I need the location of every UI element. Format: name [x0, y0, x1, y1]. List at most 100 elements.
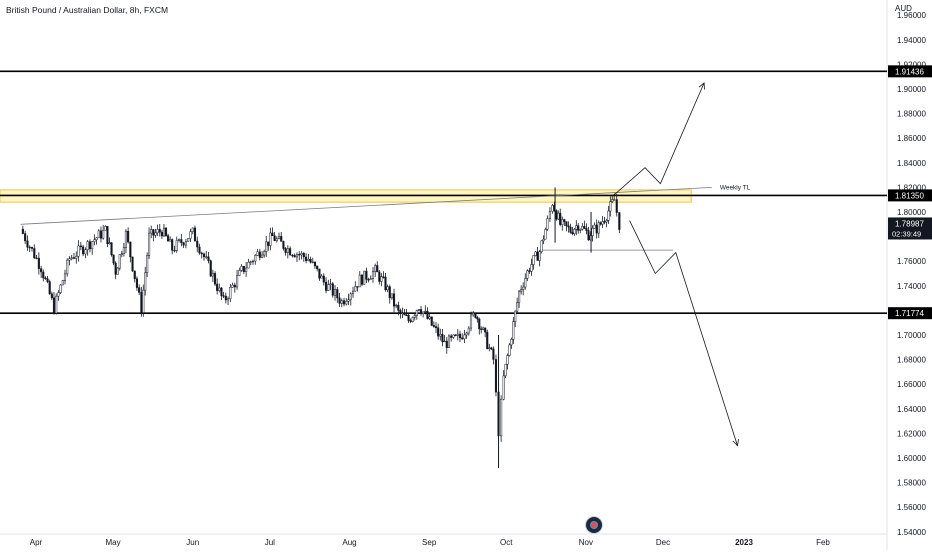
candle-body: [548, 211, 551, 219]
candle-body: [213, 273, 217, 285]
y-tick-label: 1.64000: [897, 405, 926, 414]
level-price-tag: [888, 189, 932, 202]
candle-body: [99, 230, 103, 239]
candle-body: [263, 251, 266, 256]
candle-body: [55, 295, 58, 314]
candle-body: [40, 268, 43, 273]
y-tick-label: 1.70000: [897, 331, 926, 340]
candle-body: [180, 239, 183, 244]
candle-body: [138, 287, 141, 293]
candle-body: [280, 236, 283, 242]
candle-body: [46, 278, 49, 282]
candle-body: [555, 210, 558, 220]
candle-body: [120, 253, 123, 256]
candle-body: [198, 246, 201, 254]
candle-body: [146, 255, 149, 274]
candle-body: [316, 265, 319, 270]
candle-body: [216, 283, 219, 291]
candle-body: [209, 260, 212, 277]
candle-body: [329, 283, 332, 285]
candle-body: [167, 235, 170, 242]
candle-body: [490, 347, 493, 350]
candle-body: [354, 286, 357, 292]
candle-body: [265, 241, 268, 252]
candle-body: [44, 277, 47, 280]
candle-body: [528, 270, 531, 272]
candle-body: [79, 245, 82, 248]
candle-body: [615, 199, 618, 213]
candle-body: [579, 229, 582, 231]
candle-body: [211, 273, 214, 277]
trendline-label: Weekly TL: [720, 184, 751, 191]
candle-body: [461, 337, 464, 340]
candle-body: [504, 363, 507, 377]
candle-body: [338, 297, 341, 304]
candle-body: [302, 253, 305, 258]
candle-body: [282, 241, 285, 249]
candle-body: [224, 295, 227, 301]
candle-body: [88, 241, 92, 250]
candle-body: [607, 210, 610, 221]
candle-body: [52, 297, 56, 314]
candle-body: [611, 199, 614, 202]
candle-body: [238, 270, 241, 276]
candle-body: [454, 334, 457, 336]
candle-body: [376, 265, 379, 273]
candle-body: [363, 270, 366, 285]
candle-body: [63, 273, 67, 281]
candle-body: [340, 300, 343, 304]
candle-body: [430, 316, 433, 326]
candle-body: [573, 228, 576, 235]
candle-body: [356, 286, 359, 288]
candle-body: [122, 247, 125, 254]
candle-body: [289, 248, 292, 256]
candle-body: [298, 254, 301, 256]
candle-body: [245, 267, 248, 272]
candle-body: [484, 327, 487, 333]
candle-body: [177, 239, 181, 241]
candle-body: [110, 242, 113, 256]
candle-body: [561, 219, 564, 225]
candle-body: [160, 231, 163, 237]
y-tick-label: 1.58000: [897, 479, 926, 488]
candle-body: [538, 251, 541, 261]
candle-body: [365, 270, 368, 280]
candle-body: [478, 318, 481, 330]
candle-body: [575, 225, 578, 230]
candle-body: [530, 264, 533, 272]
candle-body: [135, 278, 139, 288]
candle-body: [300, 253, 303, 256]
candle-body: [597, 222, 600, 234]
x-tick-label: Aug: [342, 538, 356, 547]
candle-body: [458, 333, 462, 339]
candle-body: [116, 267, 119, 275]
candle-body: [407, 314, 410, 321]
candle-body: [30, 247, 34, 249]
candle-body: [424, 310, 427, 313]
candle-body: [202, 253, 206, 258]
candle-body: [480, 328, 483, 330]
candle-body: [456, 333, 459, 336]
candle-body: [86, 241, 89, 251]
candle-body: [450, 335, 453, 338]
candle-body: [486, 331, 489, 349]
candle-body: [469, 314, 473, 329]
candle-body: [532, 255, 535, 265]
candle-body: [563, 219, 566, 222]
candle-body: [82, 246, 85, 255]
candle-body: [171, 239, 174, 251]
candle-body: [476, 317, 479, 320]
candle-body: [494, 359, 498, 393]
candle-body: [293, 255, 296, 258]
candle-body: [336, 289, 339, 299]
candle-body: [258, 251, 261, 258]
candle-body: [112, 254, 115, 264]
candle-body: [75, 255, 78, 259]
candle-body: [595, 224, 598, 234]
y-tick-label: 1.62000: [897, 429, 926, 438]
candle-body: [173, 250, 176, 252]
candle-body: [510, 339, 513, 346]
candle-body: [222, 295, 225, 297]
tradingview-logo-icon[interactable]: [586, 517, 602, 533]
